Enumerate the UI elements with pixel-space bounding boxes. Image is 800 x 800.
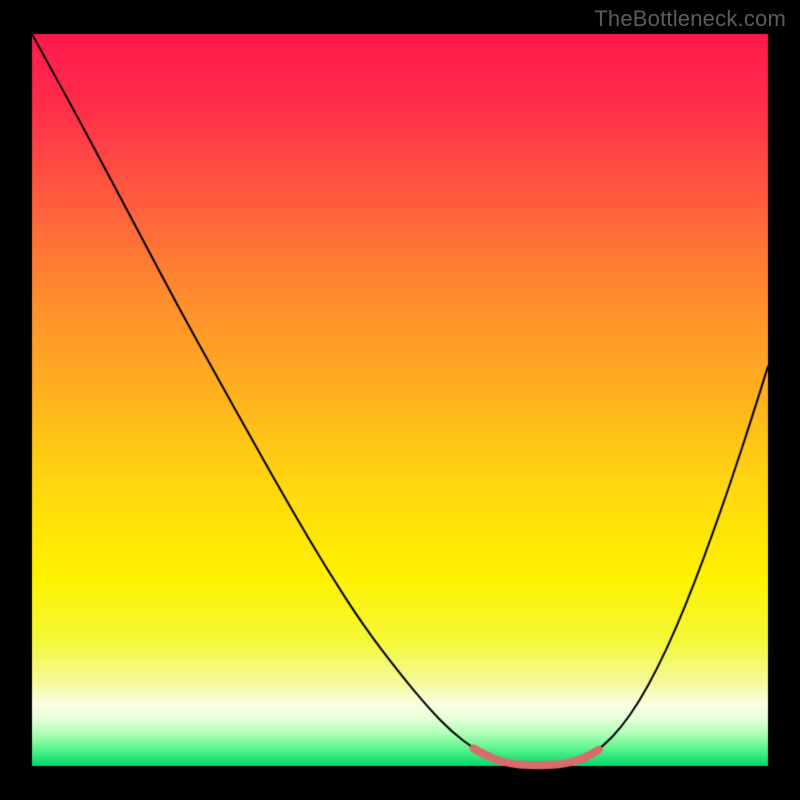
bottleneck-chart (0, 0, 800, 800)
watermark-text: TheBottleneck.com (594, 6, 786, 32)
